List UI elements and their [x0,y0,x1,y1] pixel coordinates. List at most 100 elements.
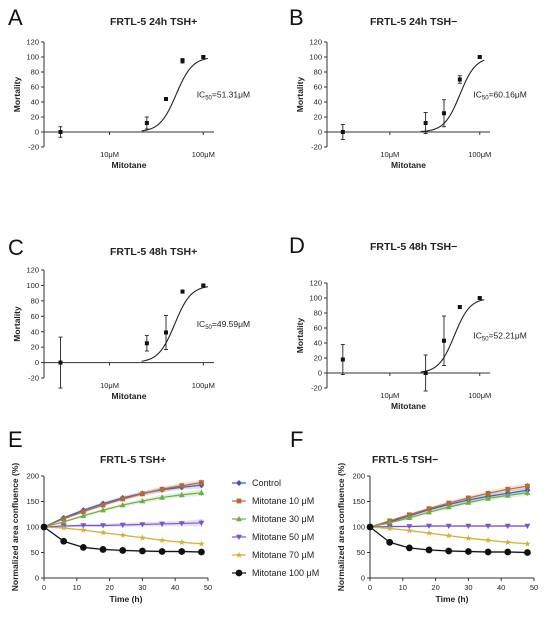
panel-a: A FRTL-5 24h TSH+ -20 0 20 40 60 80 100 120 10μM 10… [8,5,250,170]
data-point [366,523,374,531]
y-tick-label: 200 [26,472,39,481]
data-point [441,111,446,116]
y-tick-label: 0 [35,128,39,137]
ic50-subscript: 50 [482,96,489,102]
data-point [100,507,107,513]
fit-curve [141,57,209,132]
y-axis-label: Mortality [12,306,22,342]
panel-letter: E [8,427,23,452]
x-tick-label: 10 [73,583,81,592]
data-point [445,504,452,510]
y-tick-label: 0 [35,358,39,367]
y-tick-label: 150 [26,497,39,506]
data-point [158,536,166,544]
ic50-subscript: 50 [205,96,212,102]
data-point [119,547,127,554]
legend-item: Mitotane 10 μM [232,496,314,506]
data-point [60,537,68,545]
y-tick-label: -20 [28,143,39,152]
data-point [119,522,126,528]
legend-item: Mitotane 70 μM [232,550,314,560]
y-tick-label: 100 [309,294,322,303]
fit-curve [141,286,209,362]
y-tick-label: 100 [26,523,39,532]
y-tick-label: 20 [314,354,322,363]
y-axis-label: Mortality [295,318,305,354]
x-tick-label: 50 [204,583,212,592]
data-point [504,523,511,529]
y-tick-label: 60 [314,324,322,333]
ic50-value: =49.59μM [212,319,250,329]
data-point [406,514,413,521]
y-tick-label: 100 [26,53,39,62]
data-point [446,500,452,506]
data-point [340,357,345,362]
data-point [441,338,446,343]
y-tick-label: 60 [31,83,39,92]
y-tick-label: -20 [311,384,322,393]
data-point [466,495,471,501]
x-tick-label: 10μM [380,391,399,400]
data-point [457,77,462,82]
data-point [159,494,166,500]
data-point [386,525,393,532]
ic50-annotation: IC50=60.16μM [473,90,526,102]
data-point [445,523,452,529]
data-point [465,548,472,555]
x-tick-label: 100μM [192,381,215,390]
data-point [524,489,531,496]
x-tick-label: 30 [464,583,472,592]
data-point [120,496,126,502]
data-point [80,512,87,518]
data-point [524,540,531,547]
x-axis-label: Mitotane [112,160,147,170]
y-tick-label: 40 [314,339,322,348]
x-axis-label: Mitotane [112,391,147,401]
y-tick-label: 100 [309,53,322,62]
data-point [99,529,107,536]
y-tick-label: 0 [35,574,39,583]
chart-title: FRTL-5 TSH+ [100,454,166,466]
data-point [163,97,168,101]
ic50-label: IC [197,90,206,100]
ic50-label: IC [197,319,206,329]
data-point [139,547,146,555]
x-tick-label: 50 [530,583,538,592]
data-point [340,130,345,134]
x-tick-label: 30 [138,583,146,592]
y-tick-label: -20 [311,143,322,152]
x-tick-label: 100μM [468,150,491,159]
panel-c: C FRTL-5 48h TSH+ -20 0 20 40 60 80 100 120 10μM 10… [8,235,250,401]
x-tick-label: 10μM [100,381,119,390]
data-point [80,526,87,533]
data-point [198,548,205,556]
series-3 [367,489,531,530]
y-axis-label: Normalized area confluence (%) [336,463,346,592]
data-point [159,486,165,492]
data-point [445,547,453,555]
series-2 [41,479,204,530]
y-tick-label: -20 [28,374,39,383]
y-axis-label: Mortality [12,77,22,113]
data-point [178,548,186,555]
panel-e: E FRTL-5 TSH+ 0 50 100 150 200 0 10 20 30 40 50 Time … [8,427,319,604]
y-tick-label: 0 [318,369,322,378]
ic50-annotation: IC50=52.21μM [473,331,526,343]
legend-item: Mitotane 100 μM [232,568,319,578]
data-point [504,548,512,556]
chart-title: FRTL-5 24h TSH+ [110,16,197,28]
data-point [198,540,205,547]
data-point [425,546,433,554]
panel-letter: B [289,5,304,30]
data-point [119,531,126,538]
data-point [465,523,472,529]
y-tick-label: 120 [26,38,39,47]
y-tick-label: 100 [352,523,365,532]
legend-label: Mitotane 10 μM [252,496,314,506]
data-point [163,330,168,335]
ic50-value: =52.21μM [489,331,527,341]
series-6 [366,523,531,556]
legend: Control Mitotane 10 μM Mitotane 30 μM Mitot… [232,478,319,578]
y-tick-label: 40 [31,327,39,336]
